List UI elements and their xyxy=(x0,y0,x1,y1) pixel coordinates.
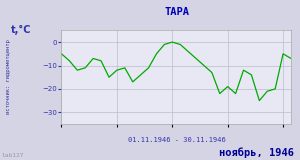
Text: lab127: lab127 xyxy=(2,153,24,158)
Text: ТАРА: ТАРА xyxy=(164,7,190,17)
Text: 01.11.1946 - 30.11.1946: 01.11.1946 - 30.11.1946 xyxy=(128,137,226,143)
Text: источник: гидрометцентр: источник: гидрометцентр xyxy=(6,39,11,114)
Text: t,°C: t,°C xyxy=(11,25,32,35)
Text: ноябрь, 1946: ноябрь, 1946 xyxy=(219,148,294,158)
